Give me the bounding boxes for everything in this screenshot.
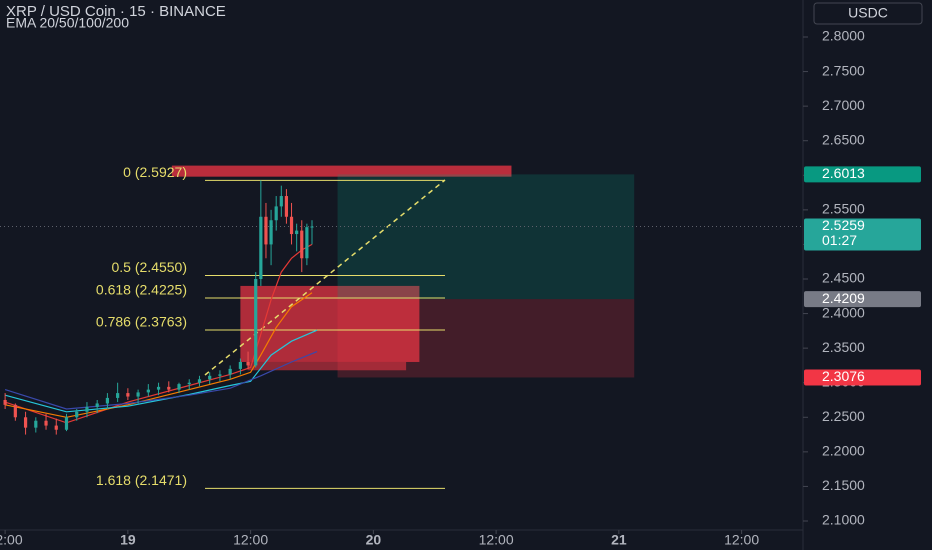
y-tick-label: 2.3500 — [822, 339, 865, 355]
y-tick-label: 2.7500 — [822, 62, 865, 78]
x-tick-label: 19 — [120, 532, 136, 548]
y-tick-label: 2.4500 — [822, 270, 865, 286]
x-tick-label: 12:00 — [479, 532, 514, 548]
candle-body — [289, 216, 294, 235]
candle-body — [269, 220, 273, 245]
fib-label: 0.5 (2.4550) — [112, 259, 188, 275]
indicator-label: EMA 20/50/100/200 — [6, 15, 129, 31]
fib-label: 0.786 (2.3763) — [96, 314, 187, 330]
candle-body — [167, 386, 171, 390]
candle-body — [279, 196, 283, 207]
stop-price: 2.3076 — [822, 368, 865, 384]
y-tick-label: 2.6500 — [822, 131, 865, 147]
currency-box[interactable] — [813, 2, 923, 25]
supply-zone — [247, 361, 407, 371]
fib-label: 0 (2.5927) — [123, 164, 187, 180]
candle-body — [177, 384, 181, 390]
x-tick-label: 12:00 — [0, 532, 23, 548]
candle-body — [246, 361, 250, 366]
candle-body — [136, 392, 140, 397]
candle-body — [146, 389, 150, 393]
candle-body — [305, 227, 309, 259]
candle-body — [64, 417, 69, 430]
target-price: 2.6013 — [822, 165, 865, 181]
x-tick-label: 12:00 — [724, 532, 759, 548]
candle-body — [254, 279, 258, 366]
y-tick-label: 2.1000 — [822, 512, 865, 528]
profit-zone — [337, 174, 635, 300]
candle-body — [228, 368, 232, 375]
y-tick-label: 2.1500 — [822, 477, 865, 493]
y-tick-label: 2.7000 — [822, 97, 865, 113]
candle-body — [44, 420, 48, 426]
axes: 2.10002.15002.20002.25002.30002.35002.40… — [0, 28, 921, 548]
candle-body — [23, 417, 28, 428]
stop-price-bg — [804, 369, 921, 386]
target-price-bg — [804, 166, 921, 183]
entry-price: 2.4209 — [822, 290, 865, 306]
plot-area: 0 (2.5927) 0.5 (2.4550) 0.618 (2.4225) 0.78… — [0, 164, 803, 489]
x-tick-label: 21 — [611, 532, 627, 548]
y-tick-label: 2.2500 — [822, 408, 865, 424]
candle-body — [259, 216, 263, 279]
candle-body — [238, 361, 242, 369]
candle-body — [13, 404, 17, 418]
supply-zone — [171, 165, 512, 177]
candle-body — [116, 393, 120, 398]
candle-body — [264, 216, 268, 245]
y-tick-label: 2.2000 — [822, 443, 865, 459]
chart-title: XRP / USD Coin · 15 · BINANCE — [6, 3, 226, 20]
candle-body — [300, 230, 304, 259]
candle-body — [126, 393, 130, 397]
y-tick-label: 2.8000 — [822, 28, 865, 44]
y-tick-label: 2.4000 — [822, 304, 865, 320]
x-tick-label: 12:00 — [233, 532, 268, 548]
candle-body — [75, 411, 79, 418]
x-tick-label: 20 — [366, 532, 382, 548]
candle-body — [208, 375, 212, 380]
candle-body — [105, 397, 110, 404]
fib-label: 1.618 (2.1471) — [96, 472, 187, 488]
candle-body — [3, 400, 7, 405]
last-price-bg — [804, 218, 921, 251]
loss-zone — [337, 299, 635, 378]
trend-line — [204, 179, 446, 376]
candle-body — [156, 386, 161, 390]
candle-body — [295, 230, 299, 235]
candle-body — [34, 420, 38, 428]
candle-body — [218, 374, 222, 376]
candle-body — [54, 425, 58, 430]
countdown: 01:27 — [822, 232, 857, 248]
y-tick-label: 2.5500 — [822, 201, 865, 217]
candle-body — [85, 406, 89, 412]
candle-body — [197, 379, 202, 383]
candle-body — [274, 206, 278, 221]
fib-label: 0.618 (2.4225) — [96, 282, 187, 298]
last-price: 2.5259 — [822, 217, 865, 233]
candle-body — [284, 196, 289, 217]
entry-price-bg — [804, 291, 921, 308]
supply-zone — [240, 285, 420, 362]
candle-body — [95, 403, 99, 407]
candle-body — [310, 226, 314, 228]
candle-body — [187, 382, 191, 385]
ema-line — [4, 351, 318, 410]
currency[interactable]: USDC — [848, 5, 888, 21]
